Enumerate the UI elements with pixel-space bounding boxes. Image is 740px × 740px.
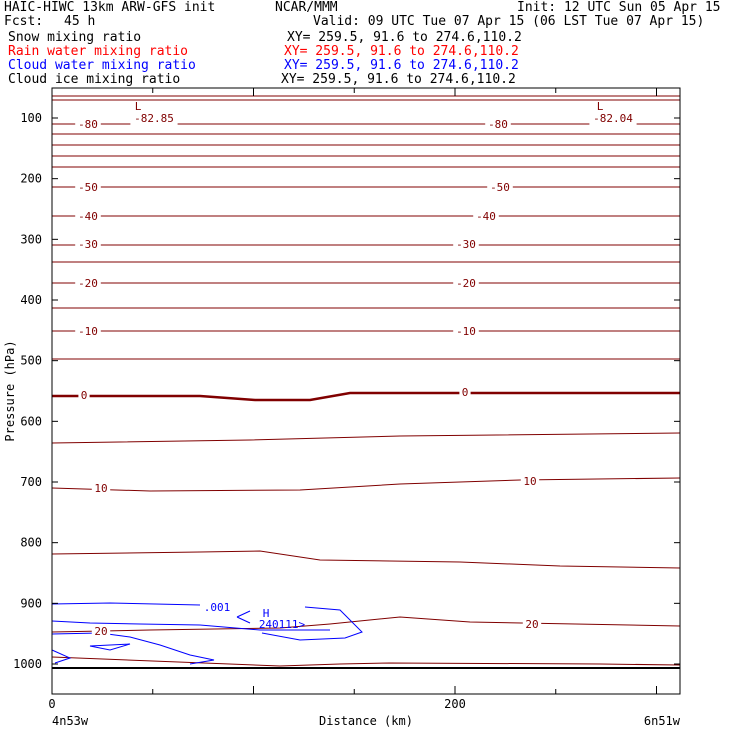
temperature-label: -82.85 bbox=[134, 112, 174, 125]
temp-label-bg bbox=[589, 113, 637, 125]
high-marker: H bbox=[263, 607, 270, 620]
y-tick-label: 400 bbox=[20, 293, 42, 307]
temp-label-bg bbox=[522, 619, 542, 631]
temperature-label: -30 bbox=[78, 238, 98, 251]
temperature-label: -40 bbox=[476, 210, 496, 223]
low-marker: L bbox=[597, 100, 604, 113]
forecast-hours: 45 h bbox=[64, 14, 96, 29]
y-tick-label: 500 bbox=[20, 354, 42, 368]
temp-label-bg bbox=[453, 326, 479, 338]
temp-label-bg bbox=[487, 182, 513, 194]
temperature-label: 10 bbox=[94, 482, 107, 495]
temperature-label: -30 bbox=[456, 238, 476, 251]
y-tick-label: 700 bbox=[20, 475, 42, 489]
temperature-label: -80 bbox=[488, 118, 508, 131]
temp-label-bg bbox=[453, 278, 479, 290]
x-left-location: 4n53w bbox=[52, 714, 89, 728]
temp-label-bg bbox=[459, 387, 471, 399]
temp-label-bg bbox=[453, 239, 479, 251]
temp-label-bg bbox=[75, 239, 101, 251]
x-tick-label: 0 bbox=[48, 697, 55, 711]
temp-label-bg bbox=[78, 390, 90, 402]
field-name-cloud-water: Cloud water mixing ratio bbox=[8, 58, 196, 73]
init-time: Init: 12 UTC Sun 05 Apr 15 bbox=[517, 0, 721, 15]
x-right-location: 6n51w bbox=[644, 714, 681, 728]
temperature-label: -20 bbox=[456, 277, 476, 290]
temp-label-bg bbox=[75, 119, 101, 131]
temperature-label: 0 bbox=[81, 389, 88, 402]
field-name-snow: Snow mixing ratio bbox=[8, 30, 142, 45]
temp-label-bg bbox=[91, 483, 111, 495]
field-xy-cloud-ice: XY= 259.5, 91.6 to 274.6,110.2 bbox=[281, 72, 516, 87]
temperature-label: 10 bbox=[523, 475, 536, 488]
y-axis-title: Pressure (hPa) bbox=[3, 340, 17, 441]
cloud-water-contour-label: .001 bbox=[204, 601, 231, 614]
temperature-label: -50 bbox=[78, 181, 98, 194]
temp-label-bg bbox=[485, 119, 511, 131]
field-xy-snow: XY= 259.5, 91.6 to 274.6,110.2 bbox=[287, 30, 522, 45]
temp-label-bg bbox=[75, 278, 101, 290]
temperature-label: 20 bbox=[525, 618, 538, 631]
y-tick-label: 800 bbox=[20, 536, 42, 550]
y-tick-label: 900 bbox=[20, 596, 42, 610]
y-tick-label: 100 bbox=[20, 111, 42, 125]
low-marker: L bbox=[135, 100, 142, 113]
temp-label-bg bbox=[91, 626, 111, 638]
field-xy-rain: XY= 259.5, 91.6 to 274.6,110.2 bbox=[284, 44, 519, 59]
temp-label-bg bbox=[520, 476, 540, 488]
plot-frame bbox=[51, 87, 681, 695]
x-axis-title: Distance (km) bbox=[319, 714, 413, 728]
x-tick-label: 200 bbox=[444, 697, 466, 711]
temperature-label: -10 bbox=[78, 325, 98, 338]
field-name-cloud-ice: Cloud ice mixing ratio bbox=[8, 72, 181, 87]
org-label: NCAR/MMM bbox=[275, 0, 338, 15]
max-value-label: 240111> bbox=[259, 618, 306, 631]
temp-label-bg bbox=[473, 211, 499, 223]
temp-label-bg bbox=[75, 326, 101, 338]
y-tick-label: 600 bbox=[20, 414, 42, 428]
model-title: HAIC-HIWC 13km ARW-GFS init bbox=[4, 0, 216, 15]
temperature-label: -20 bbox=[78, 277, 98, 290]
temperature-label: -50 bbox=[490, 181, 510, 194]
temperature-label: -10 bbox=[456, 325, 476, 338]
temperature-label: 0 bbox=[462, 386, 469, 399]
field-name-rain: Rain water mixing ratio bbox=[8, 44, 189, 59]
field-xy-cloud-water: XY= 259.5, 91.6 to 274.6,110.2 bbox=[284, 58, 519, 73]
temp-label-bg bbox=[75, 182, 101, 194]
y-tick-label: 1000 bbox=[13, 657, 42, 671]
temperature-label: -40 bbox=[78, 210, 98, 223]
valid-time: Valid: 09 UTC Tue 07 Apr 15 (06 LST Tue … bbox=[313, 14, 705, 29]
y-tick-label: 300 bbox=[20, 232, 42, 246]
y-tick-label: 200 bbox=[20, 172, 42, 186]
temp-label-bg bbox=[75, 211, 101, 223]
temperature-label: 20 bbox=[94, 625, 107, 638]
temp-label-bg bbox=[130, 113, 178, 125]
isotherm-lines bbox=[51, 95, 681, 667]
temperature-label: -82.04 bbox=[593, 112, 633, 125]
temperature-label: -80 bbox=[78, 118, 98, 131]
forecast-label: Fcst: bbox=[4, 14, 44, 29]
